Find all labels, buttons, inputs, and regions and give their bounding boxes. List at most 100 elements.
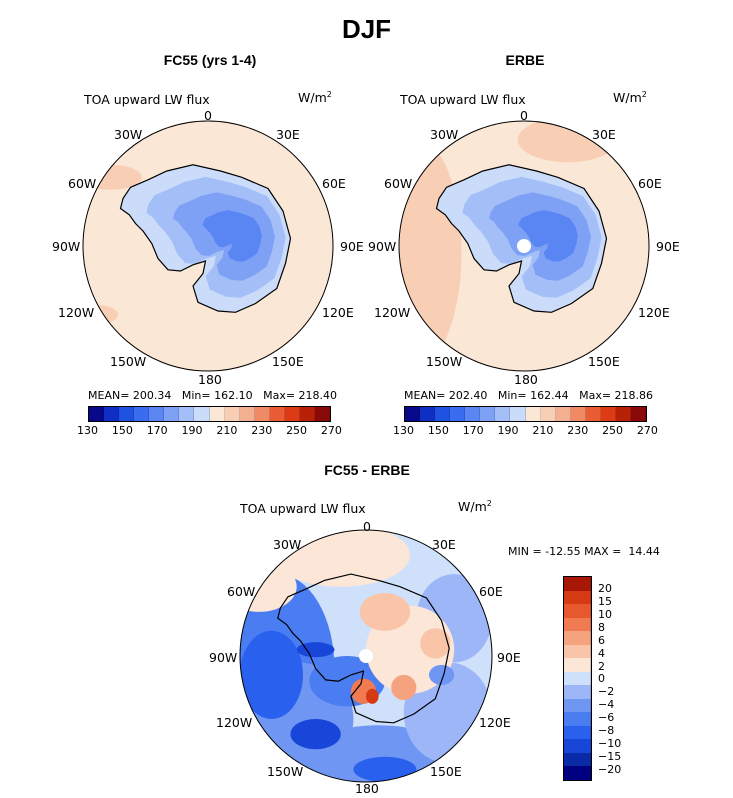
colorbar-label: 150	[427, 424, 449, 437]
colorbar-label: 15	[598, 594, 612, 608]
colorbar-label: 170	[146, 424, 168, 437]
colorbar-swatch	[194, 407, 210, 421]
colorbar-swatch	[224, 407, 240, 421]
lon-label-90w: 90W	[209, 650, 238, 665]
variable-label-fc55: TOA upward LW flux	[84, 92, 210, 107]
map-diff	[239, 529, 493, 783]
colorbar-swatch	[600, 407, 616, 421]
colorbar-swatch	[435, 407, 451, 421]
lon-label-150e: 150E	[272, 354, 304, 369]
panel-title-erbe: ERBE	[505, 52, 545, 68]
colorbar-swatch	[465, 407, 481, 421]
colorbar-swatch	[564, 604, 591, 618]
lon-label-90w: 90W	[368, 239, 397, 254]
colorbar-swatch	[564, 577, 591, 591]
colorbar-label: −20	[598, 762, 622, 776]
colorbar-swatch	[179, 407, 195, 421]
colorbar-swatch	[615, 407, 631, 421]
colorbar-fc55	[88, 406, 331, 422]
colorbar-label: 10	[598, 607, 612, 621]
colorbar-label: 230	[251, 424, 273, 437]
colorbar-label: −2	[598, 685, 615, 699]
lon-label-150e: 150E	[588, 354, 620, 369]
colorbar-label: −15	[598, 749, 622, 763]
lon-label-150e: 150E	[430, 764, 462, 779]
lon-label-120w: 120W	[216, 715, 253, 730]
lon-label-60e: 60E	[479, 584, 503, 599]
lon-label-30w: 30W	[114, 127, 143, 142]
colorbar-labels-fc55: 130 150 170 190 210 230 250 270	[77, 424, 342, 437]
colorbar-swatch	[564, 685, 591, 699]
colorbar-label: 170	[462, 424, 484, 437]
colorbar-swatch	[149, 407, 165, 421]
colorbar-label: −6	[598, 711, 615, 725]
lon-label-150w: 150W	[110, 354, 147, 369]
lon-label-90e: 90E	[656, 239, 680, 254]
colorbar-label: 190	[181, 424, 203, 437]
variable-label-erbe: TOA upward LW flux	[400, 92, 526, 107]
colorbar-swatch	[564, 590, 591, 605]
colorbar-swatch	[564, 617, 591, 632]
colorbar-swatch	[119, 407, 135, 421]
colorbar-swatch	[564, 631, 591, 645]
lon-label-0: 0	[363, 519, 371, 534]
colorbar-label: 250	[286, 424, 308, 437]
colorbar-swatch	[540, 407, 556, 421]
units-label-diff: W/m2	[458, 499, 492, 515]
colorbar-label: −4	[598, 698, 615, 712]
lon-label-0: 0	[204, 108, 212, 123]
lon-label-60w: 60W	[68, 176, 97, 191]
colorbar-swatch	[209, 407, 225, 421]
units-label-fc55: W/m2	[298, 90, 332, 106]
colorbar-label: 20	[598, 582, 612, 595]
stats-diff: MIN = -12.55 MAX = 14.44	[508, 545, 660, 558]
lon-label-150w: 150W	[426, 354, 463, 369]
lon-label-120e: 120E	[322, 305, 354, 320]
lon-label-0: 0	[520, 108, 528, 123]
colorbar-labels-erbe: 130 150 170 190 210 230 250 270	[393, 424, 658, 437]
lon-label-30e: 30E	[432, 537, 456, 552]
colorbar-swatch	[630, 407, 646, 421]
lon-label-180: 180	[198, 372, 222, 387]
lon-label-120e: 120E	[638, 305, 670, 320]
colorbar-swatch	[134, 407, 150, 421]
colorbar-swatch	[510, 407, 526, 421]
colorbar-label: 130	[393, 424, 414, 437]
colorbar-label: −10	[598, 737, 622, 751]
colorbar-label: 250	[602, 424, 624, 437]
units-label-erbe: W/m2	[613, 90, 647, 106]
colorbar-swatch	[564, 712, 591, 726]
colorbar-swatch	[239, 407, 255, 421]
map-fc55	[82, 120, 334, 372]
lon-label-90w: 90W	[52, 239, 81, 254]
lon-label-30w: 30W	[430, 127, 459, 142]
lon-label-90e: 90E	[340, 239, 364, 254]
lon-label-180: 180	[514, 372, 538, 387]
colorbar-swatch	[299, 407, 315, 421]
lon-label-120w: 120W	[374, 305, 411, 320]
colorbar-label: 270	[636, 424, 658, 437]
variable-label-diff: TOA upward LW flux	[240, 501, 366, 516]
colorbar-erbe	[404, 406, 647, 422]
colorbar-labels-diff: 20 15 10 8 6 4 2 0 −2 −4 −6 −8 −10 −15 −…	[598, 583, 621, 775]
colorbar-label: 270	[320, 424, 342, 437]
colorbar-diff	[563, 576, 592, 781]
lon-label-30e: 30E	[592, 127, 616, 142]
colorbar-swatch	[89, 407, 105, 421]
lon-label-30e: 30E	[276, 127, 300, 142]
colorbar-swatch	[314, 407, 330, 421]
colorbar-swatch	[525, 407, 541, 421]
lon-label-60w: 60W	[384, 176, 413, 191]
colorbar-swatch	[564, 698, 591, 713]
lon-label-60w: 60W	[227, 584, 256, 599]
colorbar-swatch	[564, 766, 591, 780]
colorbar-label: 190	[497, 424, 519, 437]
colorbar-label: 210	[532, 424, 554, 437]
lon-label-150w: 150W	[267, 764, 304, 779]
lon-label-90e: 90E	[497, 650, 521, 665]
panel-title-diff: FC55 - ERBE	[324, 462, 410, 478]
colorbar-label: −8	[598, 724, 615, 738]
lon-label-60e: 60E	[638, 176, 662, 191]
colorbar-swatch	[564, 752, 591, 767]
